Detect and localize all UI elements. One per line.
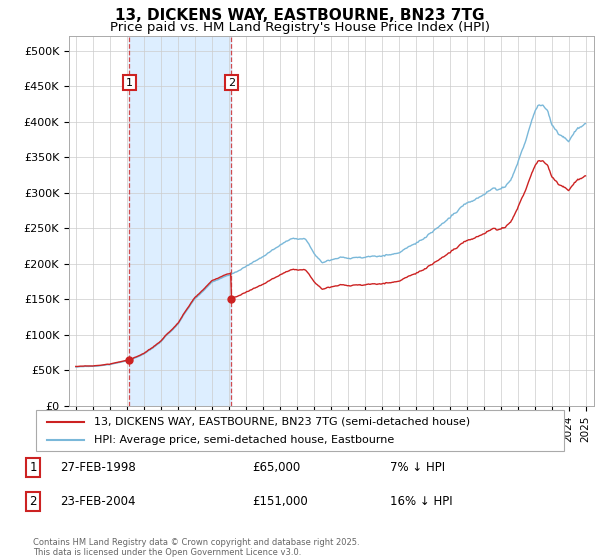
Bar: [130, 36, 231, 406]
Text: 23-FEB-2004: 23-FEB-2004: [60, 494, 136, 508]
Text: HPI: Average price, semi-detached house, Eastbourne: HPI: Average price, semi-detached house,…: [94, 435, 394, 445]
Text: £65,000: £65,000: [252, 461, 300, 474]
Text: 16% ↓ HPI: 16% ↓ HPI: [390, 494, 452, 508]
Text: 2: 2: [29, 494, 37, 508]
Text: 1: 1: [126, 78, 133, 87]
FancyBboxPatch shape: [36, 410, 564, 451]
Text: 7% ↓ HPI: 7% ↓ HPI: [390, 461, 445, 474]
Text: 13, DICKENS WAY, EASTBOURNE, BN23 7TG (semi-detached house): 13, DICKENS WAY, EASTBOURNE, BN23 7TG (s…: [94, 417, 470, 427]
Text: 1: 1: [29, 461, 37, 474]
Text: £151,000: £151,000: [252, 494, 308, 508]
Text: 27-FEB-1998: 27-FEB-1998: [60, 461, 136, 474]
Text: 2: 2: [227, 78, 235, 87]
Text: 13, DICKENS WAY, EASTBOURNE, BN23 7TG: 13, DICKENS WAY, EASTBOURNE, BN23 7TG: [115, 8, 485, 24]
Text: Contains HM Land Registry data © Crown copyright and database right 2025.
This d: Contains HM Land Registry data © Crown c…: [33, 538, 359, 557]
Text: Price paid vs. HM Land Registry's House Price Index (HPI): Price paid vs. HM Land Registry's House …: [110, 21, 490, 34]
